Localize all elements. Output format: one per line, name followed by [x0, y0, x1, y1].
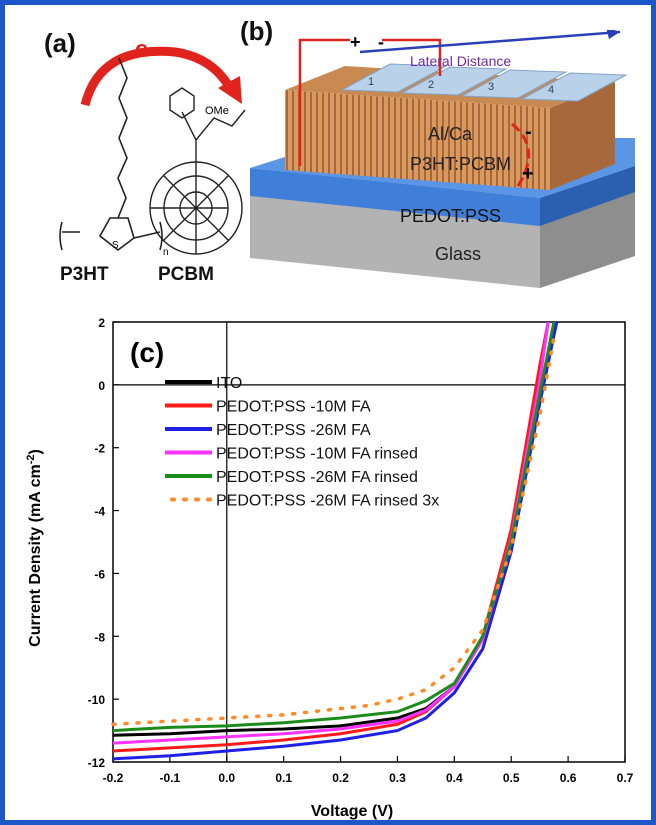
charge-minus: - [525, 121, 532, 143]
y-axis-label-main: Current Density (mA cm [27, 464, 44, 647]
legend: ITO PEDOT:PSS -10M FA PEDOT:PSS -26M FA PED… [165, 375, 439, 510]
donor-label: P3HT [60, 264, 109, 285]
y-axis-label-sup: -2 [25, 454, 37, 464]
pedot-pss-label: PEDOT:PSS [400, 206, 501, 226]
legend-label-5: PEDOT:PSS -26M FA rinsed 3x [216, 493, 439, 510]
y-tick-label: 0 [98, 379, 105, 393]
acceptor-label: PCBM [158, 264, 214, 285]
fullerene-cage [149, 161, 243, 255]
svg-text:4: 4 [548, 84, 554, 96]
svg-text:3: 3 [488, 81, 494, 93]
x-tick-label: 0.4 [446, 771, 463, 785]
electrode-numbers: 1 2 3 4 [368, 76, 554, 96]
y-tick-label: 2 [98, 316, 105, 330]
svg-text:1: 1 [368, 76, 374, 88]
legend-label-1: PEDOT:PSS -10M FA [216, 399, 371, 416]
circuit-wire [298, 38, 442, 166]
active-layer-side [550, 82, 615, 190]
plus-terminal: + [350, 32, 361, 52]
legend-label-3: PEDOT:PSS -10M FA rinsed [216, 446, 418, 463]
pedot-layer-side [540, 166, 635, 226]
y-tick-label: -8 [94, 630, 105, 644]
lateral-distance-label: Lateral Distance [410, 53, 511, 69]
repeat-n: n [163, 247, 169, 258]
device-schematic: 1 2 3 4 + - Lateral Distance Al/Ca P3HT:… [250, 30, 635, 288]
glass-label: Glass [435, 244, 481, 264]
legend-label-4: PEDOT:PSS -26M FA rinsed [216, 469, 418, 486]
series-line-1 [112, 321, 550, 753]
polymer-brackets [59, 221, 163, 251]
x-tick-label: 0.0 [218, 771, 235, 785]
y-tick-label: -6 [94, 567, 105, 581]
charge-path-arrow [511, 122, 531, 187]
jv-chart: -0.2 -0.1 0.0 0.1 0.2 0.3 0.4 0.5 0.6 0.7 2 0 -2 -4 -6… [25, 316, 634, 820]
plot-frame [112, 321, 626, 763]
panel-a-label: (a) [44, 28, 76, 58]
x-axis-label: Voltage (V) [311, 803, 393, 820]
x-tick-label: 0.2 [332, 771, 349, 785]
panel-b-label: (b) [240, 16, 274, 46]
electron-transfer-arrowhead [218, 76, 242, 104]
hexyl-chain [117, 57, 128, 219]
sulfur-atom: S [112, 240, 119, 251]
minus-terminal: - [378, 32, 384, 52]
svg-text:2: 2 [428, 79, 434, 91]
x-tick-label: -0.2 [103, 771, 124, 785]
y-tick-label: -12 [88, 756, 106, 770]
series-group [111, 321, 559, 761]
pedot-layer-front [250, 168, 540, 226]
electron-label: e- [135, 36, 157, 63]
electron-transfer-arrow [80, 46, 237, 107]
x-tick-label: 0.7 [617, 771, 634, 785]
al-ca-label: Al/Ca [428, 124, 473, 144]
legend-label-2: PEDOT:PSS -26M FA [216, 422, 371, 439]
thiophene-ring [98, 217, 135, 252]
ome-label: OMe [205, 105, 229, 117]
y-tick-label: -2 [94, 442, 105, 456]
legend-label-0: ITO [216, 375, 242, 392]
axis-ticks: -0.2 -0.1 0.0 0.1 0.2 0.3 0.4 0.5 0.6 0.7 2 0 -2 -4 -6… [88, 316, 634, 785]
x-tick-label: 0.3 [389, 771, 406, 785]
pcbm-side-group [169, 87, 246, 162]
y-axis-label-close: ) [27, 449, 44, 454]
charge-plus: + [522, 163, 534, 185]
x-tick-label: 0.6 [560, 771, 577, 785]
y-tick-label: -10 [88, 693, 106, 707]
p3ht-pcbm-label: P3HT:PCBM [410, 154, 511, 174]
lateral-arrow [359, 30, 621, 54]
active-layer-front [285, 90, 550, 190]
x-tick-label: 0.5 [503, 771, 520, 785]
series-line-4 [112, 321, 556, 733]
lateral-arrowhead [606, 30, 620, 39]
series-line-5 [111, 335, 556, 727]
series-line-2 [112, 321, 559, 761]
al-electrodes [340, 63, 628, 102]
y-axis-label: Current Density (mA cm-2) [25, 449, 44, 647]
y-tick-label: -4 [94, 505, 105, 519]
panel-c-label: (c) [130, 337, 164, 368]
x-tick-label: -0.1 [160, 771, 181, 785]
x-tick-label: 0.1 [275, 771, 292, 785]
panel-a-structures: S n OMe [59, 46, 246, 258]
